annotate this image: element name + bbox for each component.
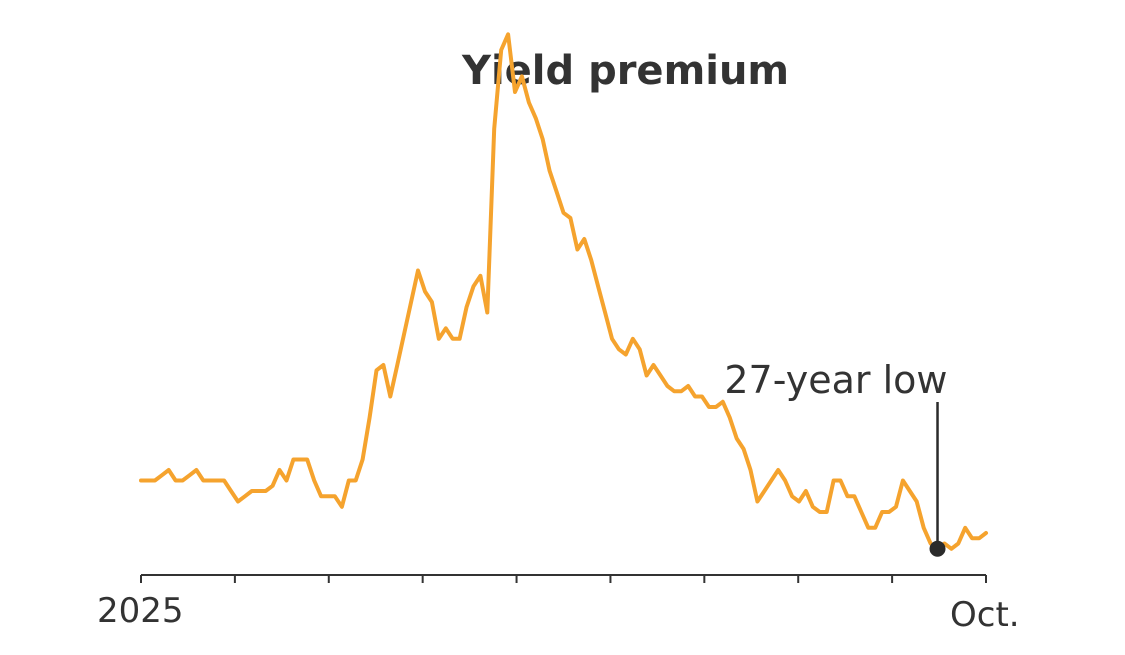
annotation-group: 27-year low bbox=[724, 358, 948, 557]
annotation-label: 27-year low bbox=[724, 358, 947, 402]
x-tick-label-start: 2025 bbox=[97, 591, 184, 631]
plot-area bbox=[139, 32, 988, 551]
annotation-marker bbox=[929, 540, 946, 557]
series-line bbox=[139, 32, 988, 551]
x-tick-label-end: Oct. bbox=[950, 595, 1020, 635]
x-axis: 2025 Oct. bbox=[97, 574, 1020, 635]
